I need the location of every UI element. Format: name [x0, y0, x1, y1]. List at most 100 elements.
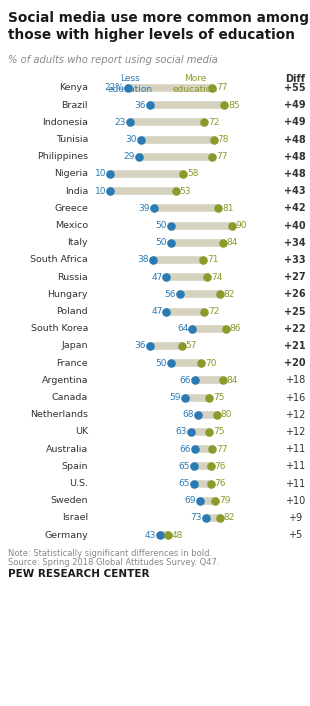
Point [147, 100, 152, 111]
Text: +40: +40 [284, 220, 306, 231]
Point [126, 83, 131, 94]
Text: 80: 80 [221, 410, 232, 419]
Text: +55: +55 [284, 83, 306, 93]
Point [203, 513, 208, 524]
Point [208, 461, 213, 472]
Text: 84: 84 [227, 376, 238, 385]
Point [181, 168, 186, 179]
Text: 75: 75 [213, 428, 224, 436]
Text: Source: Spring 2018 Global Attitudes Survey. Q47.: Source: Spring 2018 Global Attitudes Sur… [8, 558, 219, 567]
Text: More
education: More education [172, 74, 218, 94]
Text: Australia: Australia [46, 445, 88, 454]
Text: 68: 68 [183, 410, 194, 419]
Text: 75: 75 [213, 393, 224, 402]
Text: Diff: Diff [285, 74, 305, 84]
Point [196, 409, 201, 421]
Text: 30: 30 [125, 135, 137, 144]
Text: 86: 86 [230, 324, 241, 333]
Text: +12: +12 [285, 427, 305, 437]
Text: Argentina: Argentina [42, 376, 88, 385]
Text: 48: 48 [172, 531, 183, 539]
Point [158, 530, 163, 541]
Text: Poland: Poland [56, 307, 88, 316]
Point [210, 443, 215, 455]
Point [205, 272, 210, 283]
Text: 53: 53 [179, 186, 191, 196]
Text: 69: 69 [184, 496, 196, 505]
Point [138, 134, 143, 145]
Point [191, 478, 196, 489]
Text: Indonesia: Indonesia [42, 118, 88, 127]
Text: 57: 57 [186, 342, 197, 350]
Text: 82: 82 [224, 290, 235, 299]
Text: 59: 59 [169, 393, 181, 402]
Text: +5: +5 [288, 530, 302, 540]
Text: Social media use more common among
those with higher levels of education: Social media use more common among those… [8, 11, 309, 42]
Text: Russia: Russia [57, 273, 88, 282]
Point [190, 323, 195, 335]
Text: 72: 72 [208, 307, 220, 316]
Point [217, 289, 222, 300]
Text: +20: +20 [284, 358, 306, 369]
Text: 71: 71 [207, 256, 219, 265]
Point [213, 495, 218, 506]
Text: +18: +18 [285, 376, 305, 385]
Point [164, 306, 169, 317]
Point [173, 186, 178, 197]
Text: % of adults who report using social media: % of adults who report using social medi… [8, 55, 218, 65]
Text: 65: 65 [178, 479, 190, 488]
Point [108, 186, 113, 197]
Text: 23: 23 [115, 118, 126, 127]
Point [150, 254, 155, 265]
Point [220, 375, 225, 386]
Text: +34: +34 [284, 238, 306, 248]
Text: 76: 76 [215, 479, 226, 488]
Point [217, 513, 222, 524]
Text: 36: 36 [134, 101, 146, 109]
Point [199, 357, 204, 369]
Text: +33: +33 [284, 255, 306, 265]
Text: Germany: Germany [44, 531, 88, 539]
Text: 72: 72 [208, 118, 220, 127]
Point [179, 340, 184, 352]
Text: +26: +26 [284, 289, 306, 299]
Point [164, 272, 169, 283]
Point [208, 478, 213, 489]
Text: +48: +48 [284, 169, 306, 179]
Point [202, 306, 207, 317]
Text: +49: +49 [284, 100, 306, 110]
Text: Tunisia: Tunisia [55, 135, 88, 144]
Text: +11: +11 [285, 479, 305, 489]
Text: 73: 73 [190, 513, 202, 522]
Point [202, 116, 207, 128]
Text: +12: +12 [285, 409, 305, 420]
Text: 85: 85 [228, 101, 240, 109]
Point [229, 220, 234, 232]
Text: Israel: Israel [62, 513, 88, 522]
Point [178, 289, 183, 300]
Point [127, 116, 132, 128]
Text: Greece: Greece [54, 204, 88, 213]
Point [188, 426, 193, 438]
Text: 63: 63 [175, 428, 187, 436]
Text: Japan: Japan [61, 342, 88, 350]
Point [214, 409, 219, 421]
Point [201, 254, 206, 265]
Text: 10: 10 [95, 186, 106, 196]
Text: 74: 74 [211, 273, 223, 282]
Text: 82: 82 [224, 513, 235, 522]
Text: Canada: Canada [52, 393, 88, 402]
Text: 47: 47 [151, 273, 162, 282]
Text: Note: Statistically significant differences in bold.: Note: Statistically significant differen… [8, 549, 212, 558]
Text: 50: 50 [156, 221, 167, 230]
Point [210, 151, 215, 162]
Text: 38: 38 [137, 256, 149, 265]
Text: 90: 90 [236, 221, 247, 230]
Text: +11: +11 [285, 462, 305, 472]
Point [222, 100, 227, 111]
Point [211, 134, 216, 145]
Point [169, 357, 174, 369]
Text: +42: +42 [284, 203, 306, 213]
Point [216, 203, 221, 214]
Text: +49: +49 [284, 117, 306, 127]
